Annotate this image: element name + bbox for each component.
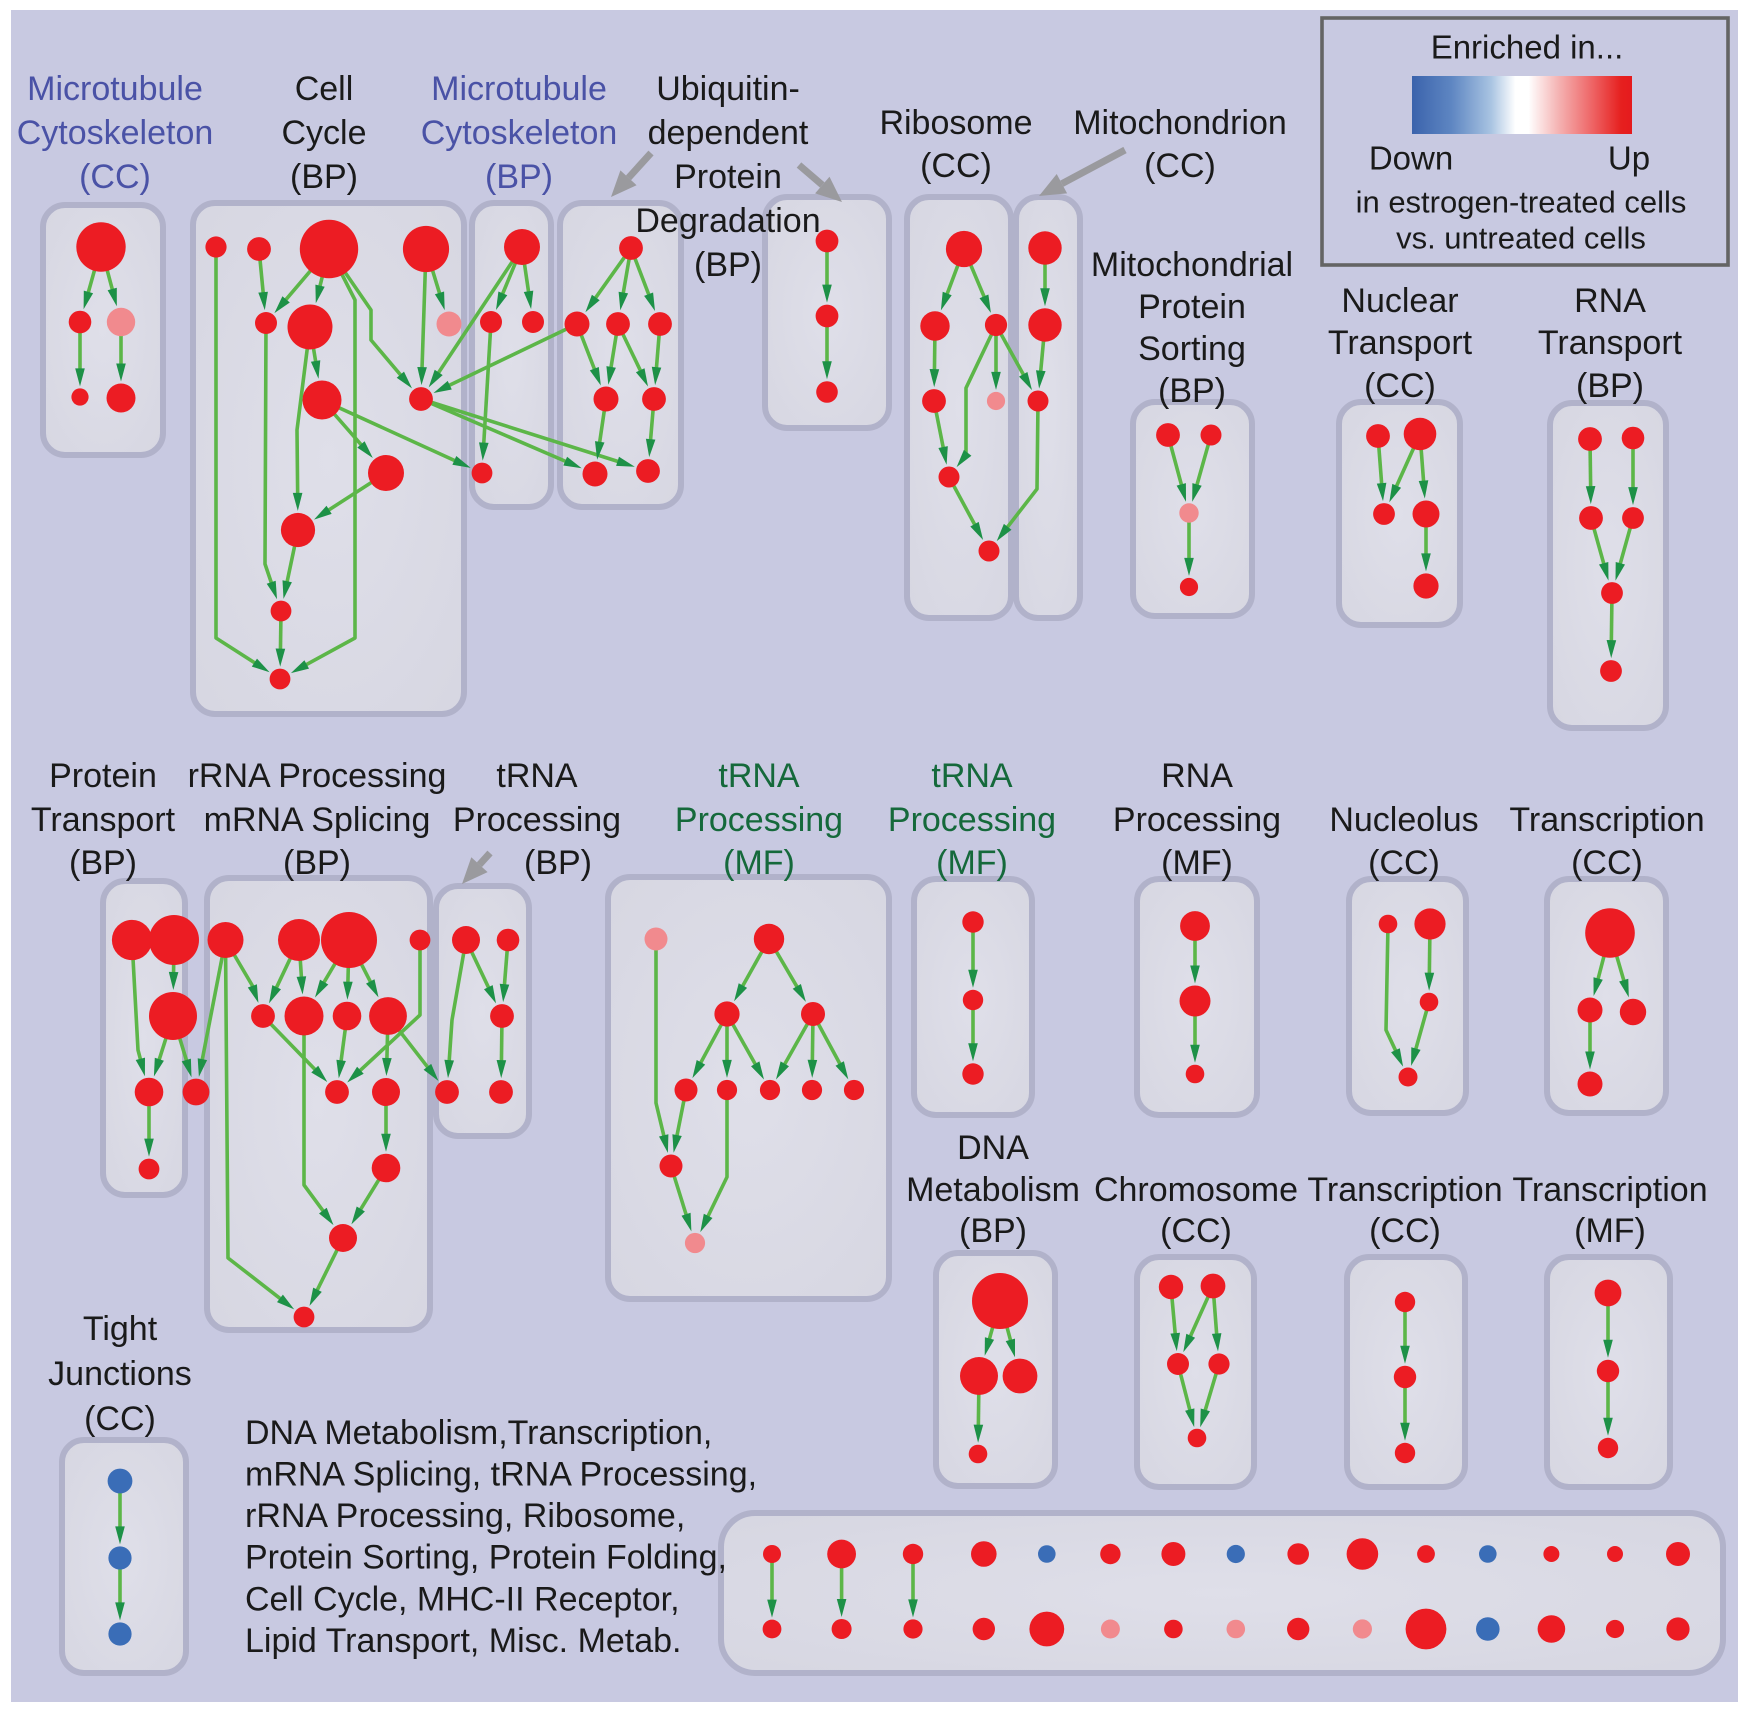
svg-text:Tight: Tight	[83, 1310, 158, 1348]
svg-text:vs. untreated cells: vs. untreated cells	[1396, 221, 1646, 256]
svg-text:in estrogen-treated cells: in estrogen-treated cells	[1356, 185, 1687, 220]
svg-text:Transport: Transport	[1538, 324, 1683, 362]
svg-text:(MF): (MF)	[1574, 1212, 1646, 1250]
svg-text:(CC): (CC)	[920, 147, 992, 185]
svg-text:dependent: dependent	[648, 114, 809, 152]
svg-text:Processing: Processing	[1113, 801, 1281, 839]
svg-text:(CC): (CC)	[1364, 367, 1436, 405]
svg-text:Mitochondrion: Mitochondrion	[1073, 104, 1287, 142]
svg-text:(BP): (BP)	[290, 158, 358, 196]
svg-text:Nucleolus: Nucleolus	[1329, 801, 1478, 839]
svg-text:Microtubule: Microtubule	[27, 70, 203, 108]
svg-text:(BP): (BP)	[283, 844, 351, 882]
svg-text:(CC): (CC)	[79, 158, 151, 196]
svg-text:Cell Cycle, MHC-II Receptor,: Cell Cycle, MHC-II Receptor,	[245, 1580, 680, 1618]
svg-text:(CC): (CC)	[84, 1400, 156, 1438]
svg-text:tRNA: tRNA	[718, 757, 800, 795]
svg-text:(MF): (MF)	[936, 844, 1008, 882]
svg-text:DNA: DNA	[957, 1129, 1029, 1167]
svg-text:tRNA: tRNA	[496, 757, 578, 795]
svg-text:Cycle: Cycle	[281, 114, 366, 152]
svg-text:Ubiquitin-: Ubiquitin-	[656, 70, 800, 108]
svg-text:Transcription: Transcription	[1512, 1171, 1707, 1209]
svg-text:Processing: Processing	[453, 801, 621, 839]
svg-text:Microtubule: Microtubule	[431, 70, 607, 108]
svg-text:rRNA Processing: rRNA Processing	[188, 757, 447, 795]
svg-text:(CC): (CC)	[1571, 844, 1643, 882]
svg-text:RNA: RNA	[1574, 282, 1646, 320]
svg-text:(BP): (BP)	[959, 1212, 1027, 1250]
svg-text:(BP): (BP)	[485, 158, 553, 196]
svg-text:Cytoskeleton: Cytoskeleton	[421, 114, 618, 152]
svg-text:Ribosome: Ribosome	[879, 104, 1032, 142]
svg-text:Cytoskeleton: Cytoskeleton	[17, 114, 214, 152]
svg-text:Cell: Cell	[295, 70, 354, 108]
svg-text:(MF): (MF)	[1161, 844, 1233, 882]
svg-text:Mitochondrial: Mitochondrial	[1091, 246, 1293, 284]
svg-text:Sorting: Sorting	[1138, 330, 1246, 368]
svg-text:rRNA Processing, Ribosome,: rRNA Processing, Ribosome,	[245, 1497, 685, 1535]
svg-text:(BP): (BP)	[1576, 367, 1644, 405]
svg-text:(CC): (CC)	[1368, 844, 1440, 882]
svg-text:Transcription: Transcription	[1509, 801, 1704, 839]
svg-text:Enriched in...: Enriched in...	[1431, 29, 1624, 66]
svg-text:mRNA Splicing: mRNA Splicing	[204, 801, 431, 839]
svg-text:Chromosome: Chromosome	[1094, 1171, 1298, 1209]
svg-text:Transport: Transport	[31, 801, 176, 839]
svg-text:Protein: Protein	[49, 757, 157, 795]
svg-text:(MF): (MF)	[723, 844, 795, 882]
svg-text:Junctions: Junctions	[48, 1355, 192, 1393]
svg-text:(CC): (CC)	[1369, 1212, 1441, 1250]
svg-text:Processing: Processing	[888, 801, 1056, 839]
svg-text:Degradation: Degradation	[635, 202, 820, 240]
svg-text:Metabolism: Metabolism	[906, 1171, 1080, 1209]
svg-text:(BP): (BP)	[694, 246, 762, 284]
svg-text:Lipid Transport, Misc. Metab.: Lipid Transport, Misc. Metab.	[245, 1622, 682, 1660]
svg-text:Nuclear: Nuclear	[1341, 282, 1458, 320]
svg-text:Down: Down	[1369, 140, 1453, 177]
svg-text:(CC): (CC)	[1144, 147, 1216, 185]
svg-text:Processing: Processing	[675, 801, 843, 839]
svg-text:(CC): (CC)	[1160, 1212, 1232, 1250]
svg-text:Protein: Protein	[1138, 288, 1246, 326]
svg-text:(BP): (BP)	[524, 844, 592, 882]
svg-text:Protein: Protein	[674, 158, 782, 196]
svg-text:Up: Up	[1608, 140, 1650, 177]
svg-text:RNA: RNA	[1161, 757, 1233, 795]
svg-text:Transport: Transport	[1328, 324, 1473, 362]
svg-text:Protein Sorting, Protein Foldi: Protein Sorting, Protein Folding,	[245, 1539, 727, 1577]
svg-text:Transcription: Transcription	[1307, 1171, 1502, 1209]
svg-text:(BP): (BP)	[1158, 372, 1226, 410]
svg-text:(BP): (BP)	[69, 844, 137, 882]
svg-text:tRNA: tRNA	[931, 757, 1013, 795]
svg-text:mRNA Splicing, tRNA Processing: mRNA Splicing, tRNA Processing,	[245, 1456, 757, 1494]
svg-text:DNA Metabolism,Transcription,: DNA Metabolism,Transcription,	[245, 1414, 712, 1452]
